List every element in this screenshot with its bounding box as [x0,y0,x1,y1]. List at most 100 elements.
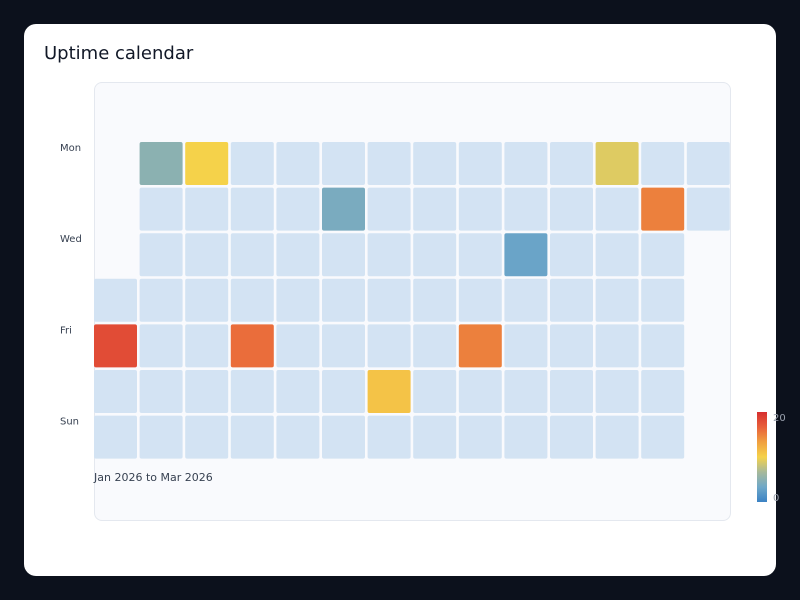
heatmap-cell[interactable] [230,370,274,413]
heatmap-cell[interactable] [185,187,229,231]
heatmap-cell[interactable] [458,370,502,413]
heatmap-cell[interactable] [686,187,730,231]
heatmap-cell[interactable] [367,370,411,413]
chart-title: Uptime calendar [44,43,194,64]
heatmap-cell[interactable] [367,142,411,185]
heatmap-cell[interactable] [276,142,320,185]
heatmap-cell[interactable] [367,415,411,459]
day-label: Mon [60,143,81,154]
period-label: Jan 2026 to Mar 2026 [93,471,213,484]
colorscale-bar [757,412,767,502]
heatmap-cell[interactable] [322,233,365,277]
heatmap-cell[interactable] [230,233,274,277]
heatmap-cell[interactable] [322,324,365,368]
heatmap-cell[interactable] [686,142,730,185]
heatmap-cell[interactable] [413,324,457,368]
heatmap-cell[interactable] [276,233,320,277]
heatmap-cell[interactable] [550,370,593,413]
heatmap-cell[interactable] [322,370,365,413]
colorscale-tick-label: 20 [773,413,786,424]
heatmap-cell[interactable] [641,233,685,277]
heatmap-cell[interactable] [322,142,365,185]
heatmap-cell[interactable] [641,415,685,459]
heatmap-cell[interactable] [185,278,229,322]
heatmap-cell[interactable] [641,187,685,231]
heatmap-cell[interactable] [413,370,457,413]
heatmap-cell[interactable] [413,415,457,459]
heatmap-cell[interactable] [595,142,639,185]
heatmap-cell[interactable] [139,233,183,277]
heatmap-cell[interactable] [139,187,183,231]
heatmap-cell[interactable] [641,142,685,185]
heatmap-cell[interactable] [185,233,229,277]
heatmap-cell[interactable] [230,142,274,185]
heatmap-cell[interactable] [230,324,274,368]
heatmap-cell[interactable] [276,324,320,368]
heatmap-cell[interactable] [504,233,548,277]
heatmap-cell[interactable] [504,324,548,368]
heatmap-cell[interactable] [139,142,183,185]
heatmap-cell[interactable] [595,278,639,322]
heatmap-cell[interactable] [641,278,685,322]
heatmap-cell[interactable] [595,233,639,277]
heatmap-cell[interactable] [230,415,274,459]
heatmap-cell[interactable] [139,415,183,459]
heatmap-cell[interactable] [550,415,593,459]
day-label: Sun [60,417,79,428]
heatmap-cell[interactable] [367,278,411,322]
heatmap-cell[interactable] [413,142,457,185]
heatmap-cell[interactable] [641,370,685,413]
heatmap-cell[interactable] [185,142,229,185]
heatmap-cell[interactable] [550,233,593,277]
heatmap-cell[interactable] [550,278,593,322]
day-label: Wed [60,234,82,245]
heatmap-cell[interactable] [550,187,593,231]
heatmap-cell[interactable] [139,278,183,322]
day-label: Fri [60,325,72,336]
heatmap-cell[interactable] [94,415,137,459]
heatmap-cell[interactable] [139,324,183,368]
heatmap-cell[interactable] [276,187,320,231]
heatmap-cell[interactable] [367,233,411,277]
heatmap-cell[interactable] [367,324,411,368]
heatmap-cell[interactable] [94,278,137,322]
heatmap-cell[interactable] [550,324,593,368]
heatmap-cell[interactable] [322,278,365,322]
heatmap-cell[interactable] [458,142,502,185]
heatmap-cell[interactable] [413,278,457,322]
heatmap-cell[interactable] [504,370,548,413]
heatmap-cell[interactable] [413,187,457,231]
colorscale-tick-label: 0 [773,493,779,504]
heatmap-cell[interactable] [550,142,593,185]
heatmap-cell[interactable] [94,370,137,413]
heatmap-cell[interactable] [322,187,365,231]
heatmap-cell[interactable] [595,187,639,231]
heatmap-cell[interactable] [322,415,365,459]
heatmap-cell[interactable] [504,142,548,185]
heatmap-cell[interactable] [458,415,502,459]
heatmap-cell[interactable] [230,187,274,231]
heatmap-cell[interactable] [367,187,411,231]
heatmap-cell[interactable] [595,324,639,368]
heatmap-cell[interactable] [276,278,320,322]
heatmap-cell[interactable] [458,278,502,322]
heatmap-cell[interactable] [94,324,137,368]
heatmap-cell[interactable] [276,415,320,459]
heatmap-cell[interactable] [185,324,229,368]
heatmap-cell[interactable] [185,370,229,413]
heatmap-cell[interactable] [595,415,639,459]
heatmap-cell[interactable] [504,187,548,231]
heatmap-cell[interactable] [504,415,548,459]
heatmap-cell[interactable] [276,370,320,413]
heatmap-cell[interactable] [458,233,502,277]
heatmap-cell[interactable] [504,278,548,322]
heatmap-cell[interactable] [139,370,183,413]
heatmap-cell[interactable] [230,278,274,322]
heatmap-cell[interactable] [458,324,502,368]
heatmap-cell[interactable] [185,415,229,459]
heatmap-cell[interactable] [458,187,502,231]
heatmap-cell[interactable] [641,324,685,368]
heatmap-cell[interactable] [413,233,457,277]
heatmap-cell[interactable] [595,370,639,413]
